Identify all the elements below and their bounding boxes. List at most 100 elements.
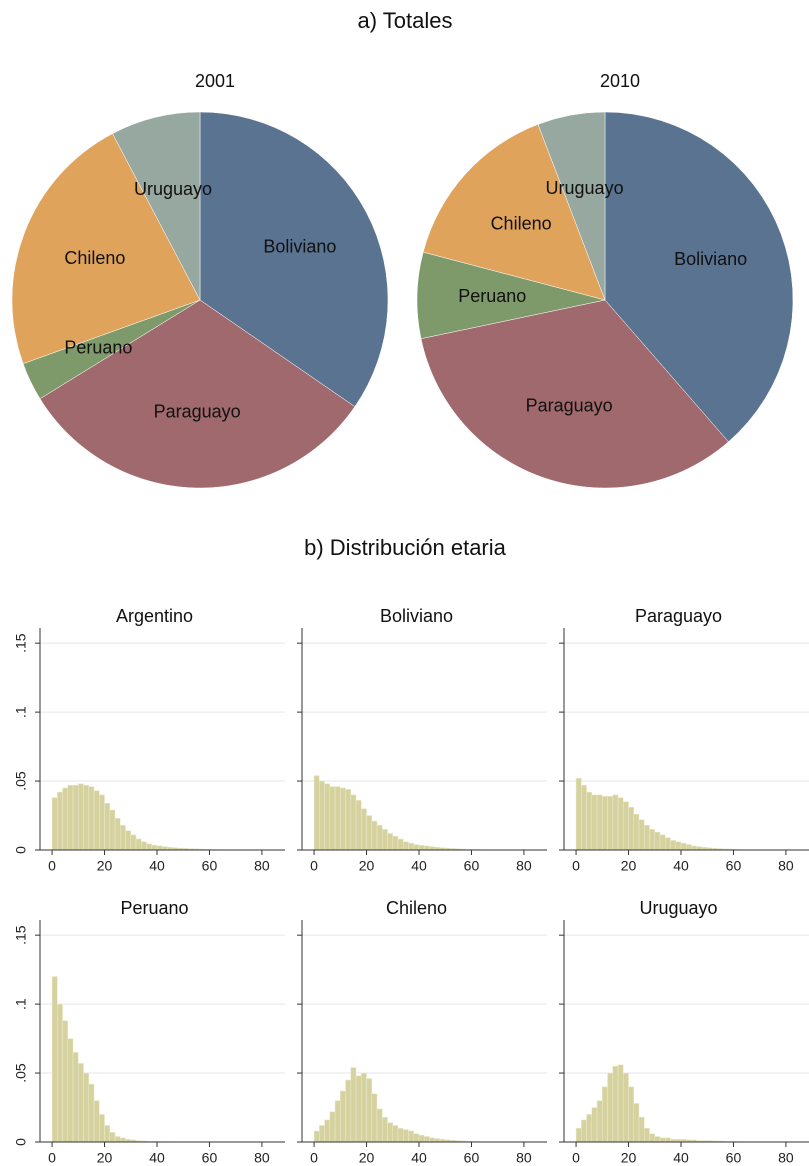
x-tick-label: 0 xyxy=(572,1150,580,1166)
x-tick-label: 0 xyxy=(572,858,580,874)
hist-bar xyxy=(350,1067,357,1143)
hist-bar xyxy=(57,791,63,851)
hist-bar xyxy=(617,1064,624,1143)
x-tick-label: 60 xyxy=(202,1150,218,1166)
hist-bar xyxy=(423,1136,430,1143)
hist-bar xyxy=(51,797,58,851)
hist-bar xyxy=(418,1134,425,1143)
hist-bar xyxy=(649,1133,656,1143)
panel-title: Paraguayo xyxy=(635,606,722,626)
hist-bar xyxy=(413,1133,420,1143)
y-tick-label: 0 xyxy=(13,846,29,854)
hist-bar xyxy=(581,1119,587,1143)
pie-slice xyxy=(537,111,606,301)
x-tick-label: 40 xyxy=(673,1150,689,1166)
hist-bar xyxy=(78,1063,84,1143)
hist-bar xyxy=(596,794,603,851)
x-tick-label: 0 xyxy=(310,858,318,874)
hist-bar xyxy=(659,834,666,851)
section-title: a) Totales xyxy=(358,8,453,33)
hist-bar xyxy=(57,1003,63,1143)
x-tick-label: 40 xyxy=(411,858,427,874)
hist-bar xyxy=(67,784,74,851)
hist-bar xyxy=(387,1122,394,1143)
x-tick-label: 20 xyxy=(621,1150,637,1166)
hist-bar xyxy=(366,1078,373,1143)
hist-bar xyxy=(607,1072,614,1143)
hist-bar xyxy=(628,1086,635,1143)
pie-slice xyxy=(39,299,356,489)
hist-bar xyxy=(659,1137,666,1143)
pie-title: 2001 xyxy=(195,71,235,91)
hist-bar xyxy=(413,844,420,851)
hist-bar xyxy=(366,815,373,851)
pie-label: Chileno xyxy=(64,248,125,268)
pie-slice xyxy=(112,111,201,301)
hist-bar xyxy=(696,846,703,851)
pie-label: Peruano xyxy=(458,286,526,306)
hist-bar xyxy=(135,838,142,851)
hist-bar xyxy=(685,844,692,851)
hist-bar xyxy=(93,1100,100,1143)
hist-bar xyxy=(591,1107,598,1143)
pie-title: 2010 xyxy=(600,71,640,91)
x-tick-label: 80 xyxy=(254,1150,270,1166)
hist-bar xyxy=(670,840,676,851)
hist-bar xyxy=(361,808,367,851)
hist-bar xyxy=(72,784,79,851)
pie-label: Peruano xyxy=(64,338,132,358)
hist-bar xyxy=(408,842,414,851)
y-tick-label: .1 xyxy=(13,706,29,718)
x-tick-label: 20 xyxy=(97,1150,113,1166)
pie-label: Uruguayo xyxy=(134,179,212,199)
hist-bar xyxy=(51,976,58,1143)
hist-bar xyxy=(350,794,357,851)
hist-bar xyxy=(397,838,404,851)
hist-bar xyxy=(633,1103,640,1143)
y-tick-label: .15 xyxy=(13,633,29,653)
hist-bar xyxy=(120,1137,126,1143)
x-tick-label: 80 xyxy=(778,1150,794,1166)
hist-bar xyxy=(581,784,587,851)
hist-bar xyxy=(623,801,629,851)
hist-bar xyxy=(130,834,137,851)
pie-label: Boliviano xyxy=(674,249,747,269)
panel-title: Argentino xyxy=(116,606,193,626)
hist-bar xyxy=(334,1100,341,1143)
pie-slice xyxy=(11,133,201,365)
x-tick-label: 60 xyxy=(464,858,480,874)
pie-label: Uruguayo xyxy=(546,178,624,198)
hist-bar xyxy=(575,778,582,851)
hist-bar xyxy=(638,819,645,851)
hist-bar xyxy=(644,1127,650,1143)
hist-bar xyxy=(612,1065,619,1143)
hist-bar xyxy=(371,1093,378,1143)
x-tick-label: 80 xyxy=(254,858,270,874)
hist-bar xyxy=(329,1111,336,1143)
hist-bar xyxy=(120,824,126,851)
pie-slice xyxy=(422,124,606,301)
hist-bar xyxy=(429,1137,435,1143)
x-tick-label: 60 xyxy=(202,858,218,874)
hist-bar xyxy=(638,1116,645,1143)
hist-bar xyxy=(392,1125,399,1143)
panel-title: Chileno xyxy=(386,898,447,918)
hist-bar xyxy=(62,1020,69,1143)
hist-bar xyxy=(403,841,409,851)
hist-bar xyxy=(665,1137,671,1143)
section-title: b) Distribución etaria xyxy=(304,535,507,560)
pie-slice xyxy=(420,299,729,489)
hist-bar xyxy=(403,1129,409,1143)
hist-bar xyxy=(596,1100,603,1143)
hist-bar xyxy=(329,786,336,851)
hist-bar xyxy=(680,842,687,851)
hist-bar xyxy=(612,794,619,851)
x-tick-label: 40 xyxy=(673,858,689,874)
x-tick-label: 60 xyxy=(726,858,742,874)
x-tick-label: 60 xyxy=(464,1150,480,1166)
hist-bar xyxy=(334,786,341,851)
x-tick-label: 20 xyxy=(97,858,113,874)
hist-bar xyxy=(623,1072,629,1143)
hist-bar xyxy=(575,1127,582,1143)
x-tick-label: 0 xyxy=(310,1150,318,1166)
